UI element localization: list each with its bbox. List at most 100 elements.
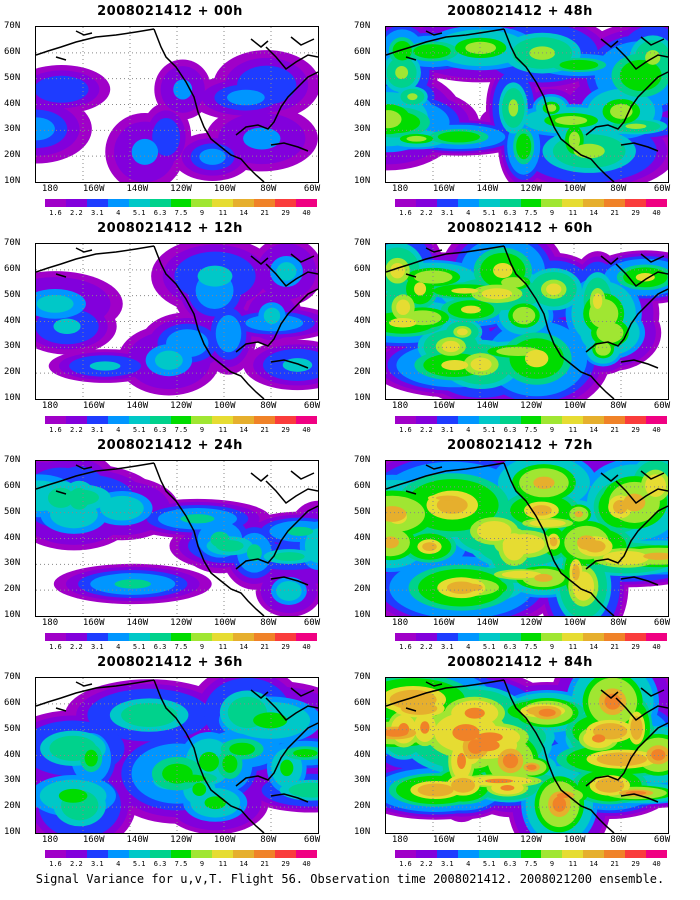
colorbar-label: 3.1: [90, 426, 104, 434]
colorbar-swatch: [395, 416, 416, 424]
variance-contour: [508, 99, 519, 117]
variance-contour: [121, 703, 178, 728]
latitude-label: 60N: [354, 263, 371, 274]
variance-contour: [574, 510, 583, 518]
longitude-label: 120W: [520, 835, 542, 845]
coastline: [265, 480, 318, 505]
colorbar-label: 1.6: [399, 643, 412, 651]
latitude-label: 20N: [4, 584, 21, 595]
coastline: [265, 263, 318, 288]
colorbar-labels: 1.6 2.2 3.1 4 5.1 6.3 7.5 9 11 14 21 29 40: [45, 860, 317, 870]
variance-contour: [501, 277, 526, 288]
colorbar-label: 3.1: [440, 426, 454, 434]
variance-contour: [525, 349, 549, 368]
colorbar-label: 9: [199, 860, 205, 868]
colorbar-swatch: [562, 633, 584, 641]
latitude-label: 40N: [4, 315, 21, 326]
variance-contour: [441, 340, 460, 353]
variance-contour: [568, 131, 580, 149]
colorbar-label: 9: [549, 860, 555, 868]
colorbar-label: 40: [302, 860, 311, 868]
colorbar-swatch: [233, 199, 255, 207]
colorbar-swatch: [254, 633, 276, 641]
longitude-label: 120W: [520, 618, 542, 628]
variance-contour: [243, 127, 281, 150]
coastline: [265, 46, 318, 71]
colorbar-swatch: [254, 199, 276, 207]
coastline: [153, 462, 265, 616]
colorbar-swatch: [212, 633, 234, 641]
latitude-label: 70N: [354, 238, 371, 248]
variance-contour: [595, 778, 625, 793]
longitude-label: 80W: [260, 184, 277, 194]
colorbar-label: 29: [631, 209, 640, 217]
colorbar-label: 4: [466, 426, 471, 434]
colorbar: [395, 633, 667, 641]
colorbar-swatch: [395, 199, 416, 207]
variance-contour: [422, 542, 437, 552]
variance-map: [385, 677, 669, 834]
latitude-label: 50N: [4, 723, 21, 734]
colorbar-label: 4: [466, 209, 471, 217]
latitude-label: 30N: [4, 124, 21, 135]
coastline: [36, 28, 155, 56]
colorbar-swatch: [604, 416, 626, 424]
colorbar-label: 40: [302, 643, 311, 651]
variance-contour: [526, 764, 537, 770]
longitude-label: 100W: [213, 401, 236, 411]
longitude-label: 140W: [126, 401, 149, 411]
variance-contour: [584, 540, 606, 553]
colorbar-label: 29: [281, 209, 290, 217]
colorbar-swatch: [107, 633, 129, 641]
longitude-label: 80W: [610, 401, 627, 411]
colorbar-swatch: [45, 416, 66, 424]
colorbar-label: 2.2: [70, 860, 83, 868]
coastline: [386, 679, 505, 707]
colorbar-swatch: [583, 199, 605, 207]
colorbar-label: 21: [260, 209, 269, 217]
colorbar: [45, 199, 317, 207]
latitude-label: 40N: [354, 749, 371, 760]
coastline: [503, 679, 615, 833]
latitude-label: 40N: [4, 98, 21, 109]
variance-contour: [89, 361, 121, 371]
colorbar-swatch: [212, 850, 234, 858]
colorbar-swatch: [541, 633, 563, 641]
colorbar-label: 7.5: [524, 860, 538, 868]
variance-contour: [386, 536, 399, 549]
colorbar-label: 3.1: [440, 209, 454, 217]
colorbar-label: 6.3: [153, 643, 167, 651]
colorbar-swatch: [191, 633, 213, 641]
variance-contour: [546, 283, 562, 296]
colorbar-label: 29: [631, 860, 640, 868]
colorbar-label: 14: [239, 426, 248, 434]
colorbar-swatch: [457, 850, 479, 858]
panel-title: 2008021412 + 24h: [97, 438, 243, 453]
colorbar-label: 6.3: [503, 426, 517, 434]
colorbar-swatch: [296, 850, 317, 858]
colorbar-swatch: [457, 633, 479, 641]
variance-contour: [456, 328, 468, 336]
colorbar-swatch: [499, 199, 521, 207]
coastline: [386, 28, 505, 56]
colorbar-swatch: [65, 633, 87, 641]
latitude-label: 70N: [4, 238, 21, 248]
latitude-label: 60N: [4, 480, 21, 491]
longitude-label: 100W: [563, 618, 586, 628]
coastline: [405, 681, 443, 712]
variance-contour: [36, 294, 74, 313]
latitude-label: 20N: [354, 584, 371, 595]
colorbar-swatch: [65, 199, 87, 207]
longitude-label: 100W: [213, 184, 236, 194]
colorbar-label: 4: [116, 860, 121, 868]
coastline: [615, 480, 668, 505]
colorbar-swatch: [296, 633, 317, 641]
forecast-panel: 2008021412 + 72h 70N 60N 50N 40N 30N 20N 10N 180…: [350, 438, 690, 653]
longitude-label: 180: [391, 618, 409, 628]
variance-contour: [84, 749, 98, 767]
forecast-panel: 2008021412 + 84h 70N 60N 50N 40N 30N 20N 10N 180…: [350, 655, 690, 870]
variance-contour: [417, 783, 454, 797]
colorbar-swatch: [478, 633, 500, 641]
longitude-label: 140W: [476, 401, 499, 411]
coastline: [235, 71, 318, 136]
